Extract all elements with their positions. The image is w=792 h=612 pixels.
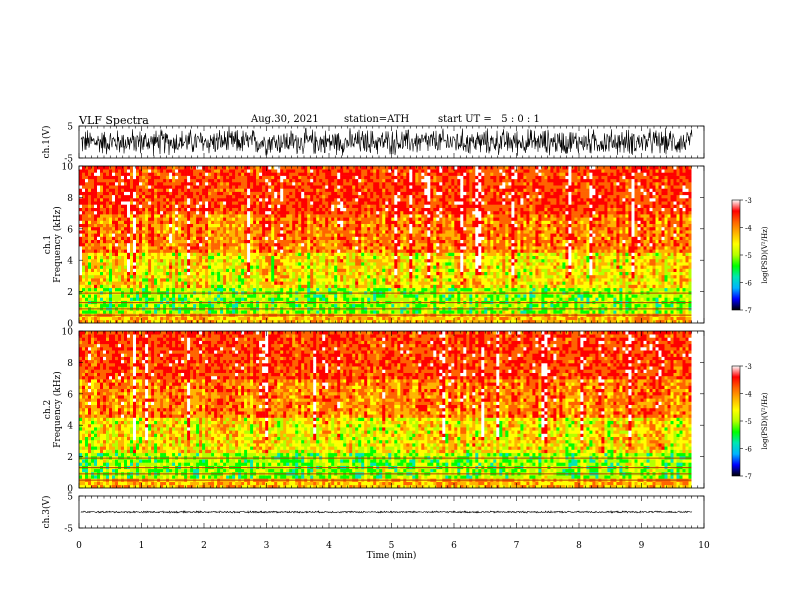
time-tick-label: 7 (514, 541, 520, 551)
time-tick-label: 1 (139, 541, 145, 551)
colorbar-tick-label: -5 (745, 418, 752, 426)
y-tick-label: 2 (67, 453, 73, 463)
ch2-spectrogram-cells (79, 331, 692, 489)
y-tick-label: 8 (67, 359, 73, 369)
ch1-spectrogram-nodata (691, 166, 704, 323)
time-tick-label: 9 (639, 541, 645, 551)
y-tick-label: 0 (67, 320, 73, 330)
colorbar-tick-label: -6 (745, 446, 752, 454)
colorbar-tick-label: -4 (745, 391, 752, 399)
colorbar-tick-label: -3 (745, 197, 752, 205)
time-axis: 0 1 2 3 4 5 6 7 8 9 10 Time (min) (76, 541, 710, 561)
ch1-spectrogram-panel: 0 2 4 6 8 10 ch.1 Frequency (kHz) (43, 163, 705, 330)
y-tick-label: 4 (67, 257, 73, 267)
start-time-label: start UT = 5 : 0 : 1 (438, 114, 540, 125)
ch2-spectrogram-ylabel-channel: ch.2 (43, 400, 53, 419)
time-tick-label: 4 (326, 541, 332, 551)
ch2-spectrogram-panel: 0 2 4 6 8 10 ch.2 Frequency (kHz) (43, 328, 705, 495)
ch1-spectrogram-ylabel-channel: ch.1 (43, 235, 53, 254)
colorbar-tick-label: -5 (745, 252, 752, 260)
ch1-colorbar-scale (731, 199, 741, 311)
time-tick-label: 3 (264, 541, 270, 551)
ch1-spectrogram-cells (79, 166, 692, 324)
ch2-spectrogram-ylabel-frequency: Frequency (kHz) (52, 371, 63, 448)
time-tick-label: 8 (576, 541, 582, 551)
y-tick-label: 6 (67, 225, 73, 235)
time-axis-label: Time (min) (367, 550, 417, 561)
colorbar-tick-label: -6 (745, 280, 752, 288)
ch2-colorbar-scale (731, 365, 741, 477)
figure-title: VLF Spectra (79, 114, 149, 127)
y-tick-label: 5 (67, 493, 73, 503)
y-tick-label: 8 (67, 194, 73, 204)
y-tick-label: -5 (64, 525, 73, 535)
colorbar-tick-label: -7 (745, 307, 752, 315)
ch1-waveform-panel: 5 -5 ch.1(V) (41, 123, 705, 165)
colorbar-tick-label: -3 (745, 363, 752, 371)
y-tick-label: 0 (67, 485, 73, 495)
colorbar-tick-label: -4 (745, 225, 752, 233)
ch3-waveform-ylabel: ch.3(V) (41, 496, 52, 529)
ch1-colorbar: -3 -4 -5 -6 -7 log(PSD)(V²/Hz) (731, 197, 769, 315)
y-tick-label: 6 (67, 390, 73, 400)
time-tick-label: 10 (698, 541, 710, 551)
ch1-waveform-ylabel: ch.1(V) (41, 126, 52, 159)
y-tick-label: 10 (62, 328, 74, 338)
time-tick-label: 5 (389, 541, 395, 551)
colorbar-tick-label: -7 (745, 473, 752, 481)
ch1-spectrogram-ylabel-frequency: Frequency (kHz) (52, 206, 63, 283)
ch3-waveform-trace (80, 510, 693, 514)
time-tick-label: 2 (201, 541, 207, 551)
time-tick-label: 6 (451, 541, 457, 551)
ch2-spectrogram-nodata (691, 331, 704, 488)
y-tick-label: 2 (67, 288, 73, 298)
time-tick-label: 0 (76, 541, 82, 551)
ch1-colorbar-label: log(PSD)(V²/Hz) (761, 226, 769, 283)
y-tick-label: 10 (62, 163, 74, 173)
station-label: station=ATH (344, 114, 409, 125)
y-tick-label: 4 (67, 422, 73, 432)
ch2-colorbar-label: log(PSD)(V²/Hz) (761, 392, 769, 449)
y-tick-label: 5 (67, 123, 73, 133)
ch1-waveform-trace (80, 127, 693, 156)
date-label: Aug.30, 2021 (251, 114, 319, 125)
ch3-waveform-panel: 5 -5 ch.3(V) (41, 493, 705, 535)
ch2-colorbar: -3 -4 -5 -6 -7 log(PSD)(V²/Hz) (731, 363, 769, 481)
y-tick-label: -5 (64, 155, 73, 165)
